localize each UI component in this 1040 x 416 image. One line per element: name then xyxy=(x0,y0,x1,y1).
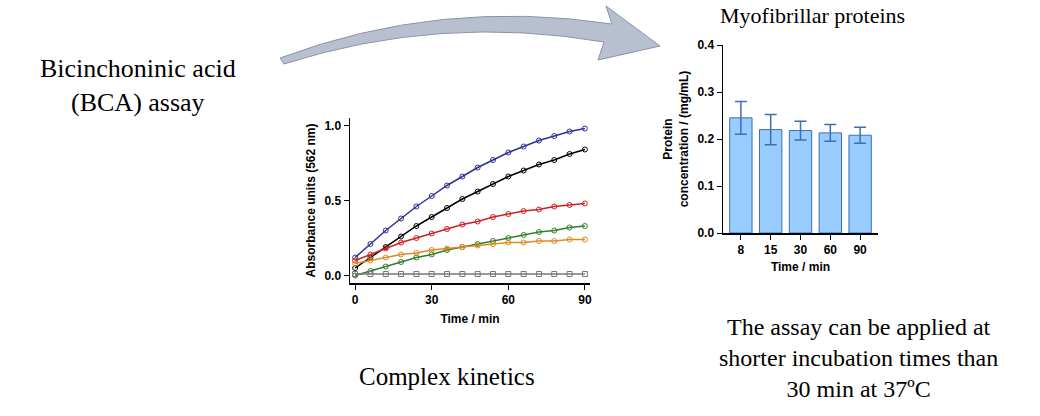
svg-text:0.0: 0.0 xyxy=(697,226,714,240)
svg-text:0.5: 0.5 xyxy=(324,194,341,208)
svg-text:Bicinchoninic acid(BCA) assay: Bicinchoninic acid(BCA) assay xyxy=(40,54,236,117)
svg-text:Complex kinetics: Complex kinetics xyxy=(359,363,535,390)
svg-text:60: 60 xyxy=(824,243,838,257)
svg-text:0.2: 0.2 xyxy=(697,132,714,146)
svg-text:30: 30 xyxy=(794,243,808,257)
svg-text:0.4: 0.4 xyxy=(697,38,714,52)
svg-text:15: 15 xyxy=(764,243,778,257)
svg-text:0.3: 0.3 xyxy=(697,85,714,99)
svg-text:Proteinconcentration / (mg/mL): Proteinconcentration / (mg/mL) xyxy=(661,71,691,208)
svg-text:30: 30 xyxy=(425,293,439,307)
svg-text:Absorbance units (562 nm): Absorbance units (562 nm) xyxy=(304,123,318,277)
svg-text:Myofibrillar proteins: Myofibrillar proteins xyxy=(720,3,905,28)
svg-text:The assay can be applied atsho: The assay can be applied atshorter incub… xyxy=(719,314,998,402)
svg-text:8: 8 xyxy=(738,243,745,257)
svg-text:90: 90 xyxy=(578,293,592,307)
svg-text:Time / min: Time / min xyxy=(440,312,499,326)
svg-text:Time / min: Time / min xyxy=(771,260,830,274)
svg-text:60: 60 xyxy=(502,293,516,307)
svg-text:1.0: 1.0 xyxy=(324,119,341,133)
svg-text:0.1: 0.1 xyxy=(697,179,714,193)
svg-text:90: 90 xyxy=(853,243,867,257)
svg-text:0.0: 0.0 xyxy=(324,269,341,283)
svg-text:0: 0 xyxy=(352,293,359,307)
